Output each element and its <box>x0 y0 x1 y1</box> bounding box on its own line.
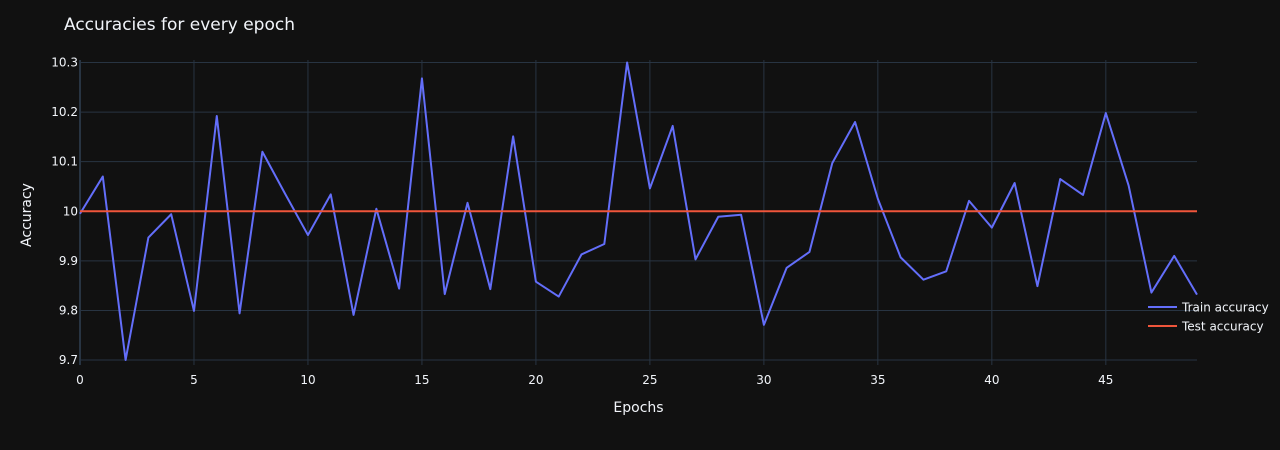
x-tick-label: 45 <box>1098 373 1113 387</box>
y-tick-label: 10.1 <box>51 155 78 169</box>
y-tick-label: 9.8 <box>59 303 78 317</box>
x-tick-label: 35 <box>870 373 885 387</box>
y-tick-label: 10.2 <box>51 105 78 119</box>
x-tick-label: 20 <box>528 373 543 387</box>
legend-item-test[interactable]: Test accuracy <box>1148 320 1264 334</box>
legend-label-train: Train accuracy <box>1181 301 1269 315</box>
x-tick-label: 5 <box>190 373 198 387</box>
x-axis-label: Epochs <box>613 400 663 416</box>
y-axis-label: Accuracy <box>19 183 35 247</box>
x-tick-label: 25 <box>642 373 657 387</box>
y-tick-labels: 9.7 9.8 9.9 10 10.1 10.2 10.3 <box>51 55 78 367</box>
legend[interactable]: Train accuracy Test accuracy <box>1148 301 1269 334</box>
grid-lines <box>80 60 1197 365</box>
x-tick-label: 10 <box>300 373 315 387</box>
legend-item-train[interactable]: Train accuracy <box>1148 301 1269 315</box>
chart-title: Accuracies for every epoch <box>64 15 295 35</box>
y-tick-label: 9.9 <box>59 254 78 268</box>
series-line-train <box>79 61 1198 362</box>
x-tick-label: 30 <box>756 373 771 387</box>
series-lines <box>79 61 1198 362</box>
y-tick-label: 10.3 <box>51 55 78 69</box>
y-tick-label: 10 <box>63 204 78 218</box>
legend-label-test: Test accuracy <box>1181 320 1264 334</box>
x-tick-label: 0 <box>76 373 84 387</box>
x-tick-labels: 0 5 10 15 20 25 30 35 40 45 <box>76 373 1113 387</box>
x-tick-label: 15 <box>414 373 429 387</box>
y-tick-label: 9.7 <box>59 353 78 367</box>
x-tick-label: 40 <box>984 373 999 387</box>
